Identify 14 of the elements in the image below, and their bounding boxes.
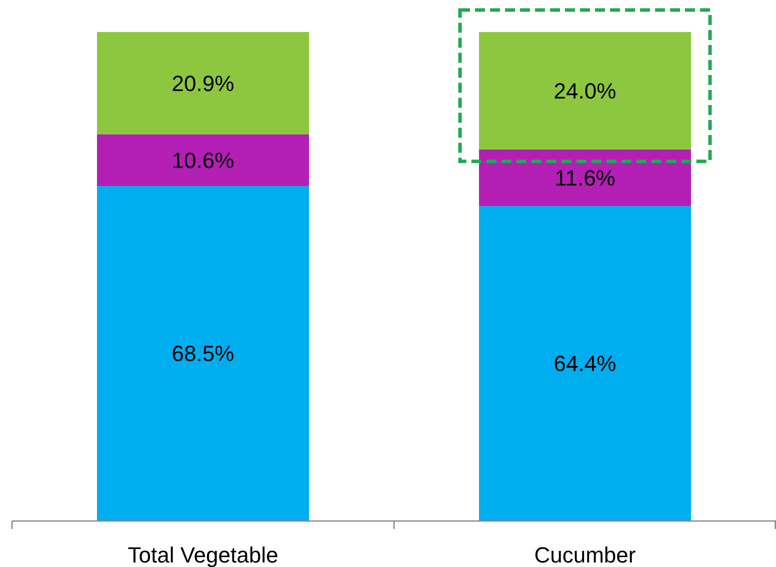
x-tick-label: Total Vegetable [128,542,278,567]
bar [96,32,310,134]
bar [96,186,310,521]
bar [96,134,310,186]
data-label: 64.4% [554,351,616,376]
bar [478,32,692,150]
x-tick-label: Cucumber [534,542,636,567]
bar [478,206,692,521]
data-label: 11.6% [554,165,616,190]
data-label: 10.6% [172,148,234,173]
data-label: 68.5% [172,341,234,366]
data-label: 20.9% [172,70,234,96]
bar [478,149,692,206]
data-label: 24.0% [554,78,616,104]
